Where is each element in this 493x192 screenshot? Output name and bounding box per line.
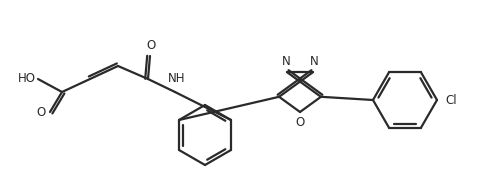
Text: O: O (37, 105, 46, 118)
Text: HO: HO (18, 73, 36, 85)
Text: N: N (282, 55, 290, 68)
Text: O: O (295, 116, 305, 129)
Text: O: O (146, 39, 156, 52)
Text: N: N (310, 55, 318, 68)
Text: Cl: Cl (445, 94, 457, 107)
Text: NH: NH (168, 72, 186, 85)
